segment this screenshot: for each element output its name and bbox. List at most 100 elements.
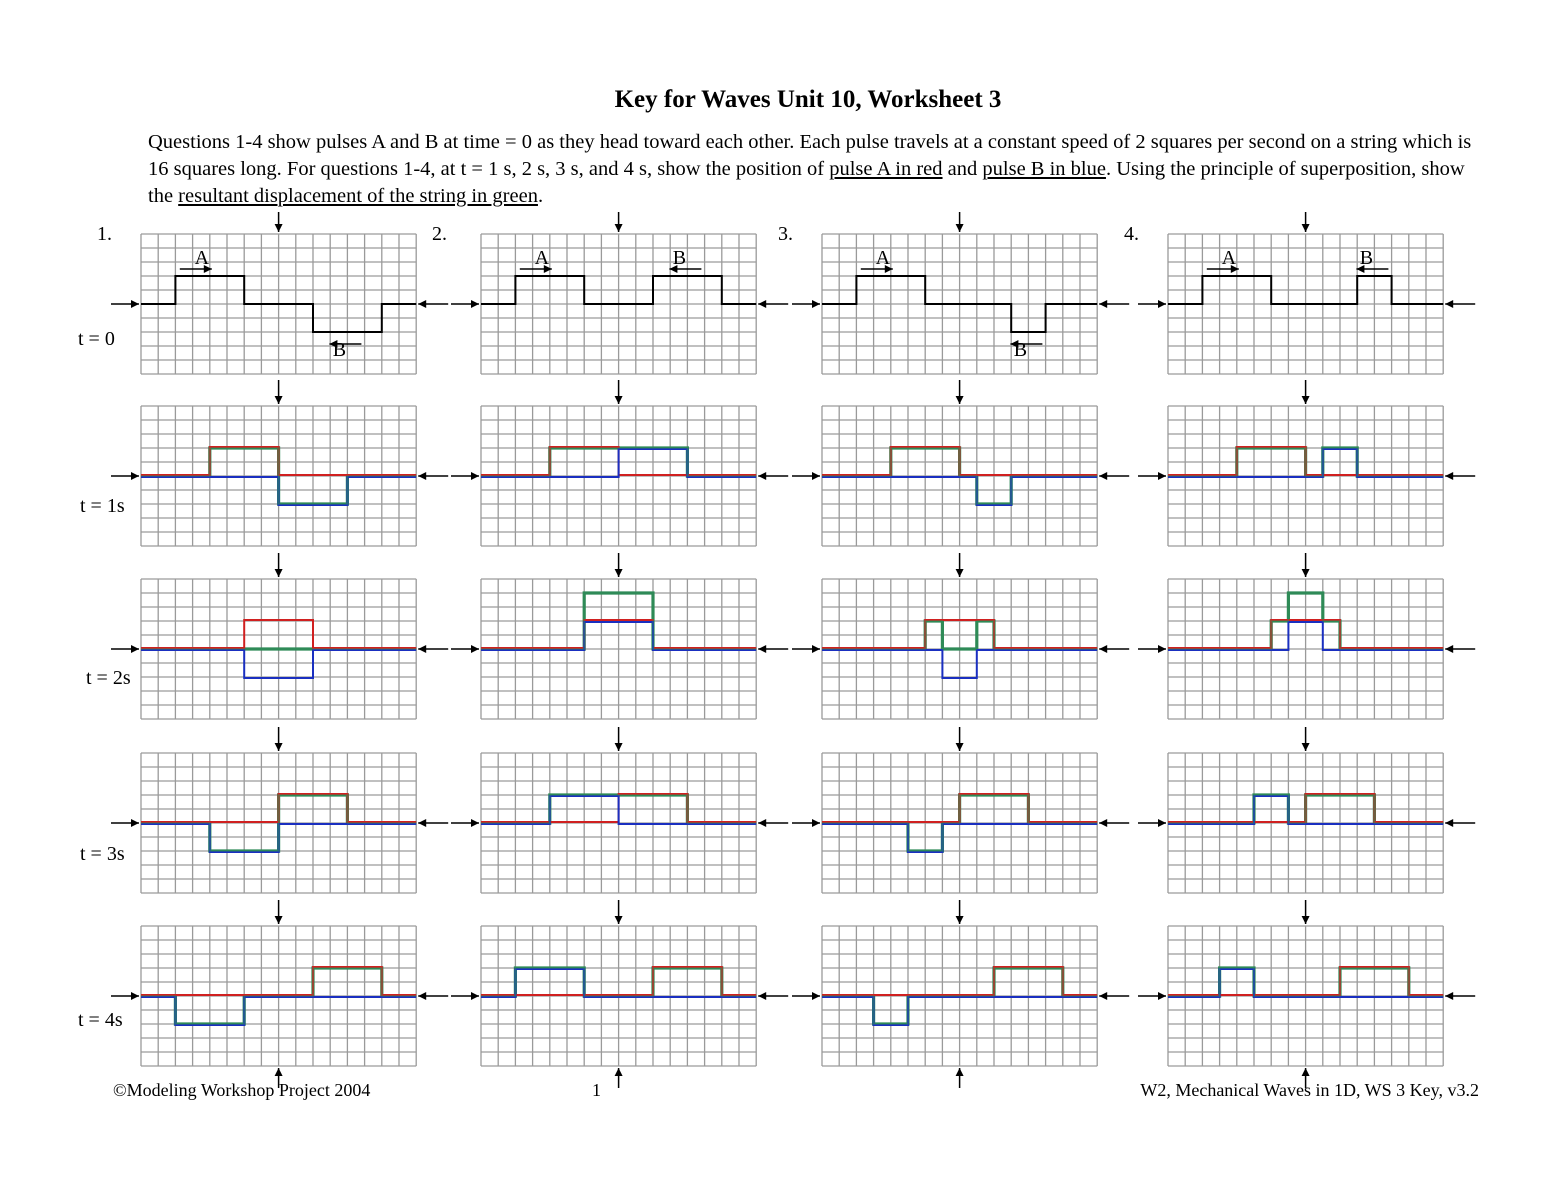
- midpoint-arrow-top-head: [955, 224, 964, 232]
- pulse-b-label: B: [1360, 247, 1373, 269]
- string-end-arrow-right-head: [758, 992, 767, 1000]
- pulse-a-direction-arrow-head: [884, 265, 893, 273]
- pulse-b-direction-arrow-head: [329, 340, 338, 348]
- pulse-b: [141, 476, 417, 506]
- pulse-a-label: A: [876, 247, 891, 269]
- string-end-arrow-right-head: [418, 645, 427, 653]
- instructions-blue: pulse B in blue: [982, 158, 1106, 180]
- pulse-b: [481, 448, 757, 478]
- resultant-overlay: [822, 620, 1098, 650]
- pulse-a: [481, 966, 757, 996]
- string-end-arrow-left-head: [1158, 645, 1166, 653]
- pulse-b: [1168, 795, 1444, 825]
- string-end-arrow-right-head: [1099, 819, 1108, 827]
- string-end-arrow-right-head: [1445, 992, 1454, 1000]
- pulse-b-label: B: [673, 247, 686, 269]
- string-end-arrow-left-head: [1158, 472, 1166, 480]
- midpoint-arrow-head: [274, 569, 283, 577]
- time-label: t = 4s: [78, 1009, 123, 1031]
- string-end-arrow-left-head: [812, 645, 820, 653]
- footer-page-number: 1: [592, 1080, 601, 1100]
- string-end-arrow-left-head: [471, 992, 479, 1000]
- problem-number: 1.: [97, 223, 112, 245]
- midpoint-arrow-bottom-head: [614, 1068, 623, 1076]
- midpoint-arrow-bottom-head: [1301, 1068, 1310, 1076]
- midpoint-arrow-top-head: [274, 224, 283, 232]
- resultant-overlay: [141, 967, 417, 1025]
- pulse-a: [481, 619, 757, 649]
- midpoint-arrow-bottom-head: [955, 1068, 964, 1076]
- initial-string: [1168, 275, 1444, 305]
- resultant-overlay: [481, 794, 757, 824]
- pulse-a-label: A: [535, 247, 550, 269]
- problem-number: 3.: [778, 223, 793, 245]
- string-end-arrow-left-head: [812, 992, 820, 1000]
- string-end-arrow-left-head: [1158, 992, 1166, 1000]
- string-end-arrow-right-head: [1099, 992, 1108, 1000]
- string-end-arrow-right-head: [758, 819, 767, 827]
- string-end-arrow-left-head: [1158, 300, 1166, 308]
- problem-number: 4.: [1124, 223, 1139, 245]
- string-end-arrow-left-head: [812, 472, 820, 480]
- string-end-arrow-left-head: [471, 645, 479, 653]
- pulse-a: [822, 446, 1098, 476]
- pulse-b-direction-arrow-head: [669, 265, 678, 273]
- pulse-a: [141, 966, 417, 996]
- pulse-a-label: A: [195, 247, 210, 269]
- instructions-text: and: [942, 158, 983, 180]
- resultant-overlay: [822, 967, 1098, 1025]
- resultant-overlay: [481, 592, 757, 650]
- problem-number: 2.: [432, 223, 447, 245]
- pulse-a: [822, 619, 1098, 649]
- midpoint-arrow-head: [955, 569, 964, 577]
- string-end-arrow-left-head: [131, 300, 139, 308]
- pulse-a: [481, 446, 757, 476]
- midpoint-arrow-head: [955, 743, 964, 751]
- midpoint-arrow-head: [955, 396, 964, 404]
- pulse-b: [141, 823, 417, 853]
- pulse-b: [481, 795, 757, 825]
- resultant-overlay: [1168, 447, 1444, 477]
- time-label: t = 3s: [80, 843, 125, 865]
- string-end-arrow-left-head: [812, 819, 820, 827]
- pulse-b: [822, 649, 1098, 679]
- resultant-overlay: [141, 447, 417, 505]
- midpoint-arrow-head: [274, 396, 283, 404]
- string-end-arrow-left-head: [131, 992, 139, 1000]
- pulse-a: [141, 446, 417, 476]
- pulse-b: [1168, 968, 1444, 998]
- pulse-a: [481, 793, 757, 823]
- initial-string: [481, 275, 757, 305]
- string-end-arrow-left-head: [812, 300, 820, 308]
- resultant-overlay: [1168, 592, 1444, 650]
- instructions-green: resultant displacement of the string in …: [178, 185, 538, 207]
- resultant-overlay: [481, 447, 757, 477]
- pulse-a: [141, 619, 417, 649]
- string-end-arrow-right-head: [758, 472, 767, 480]
- pulse-a-direction-arrow-head: [543, 265, 552, 273]
- midpoint-arrow-head: [1301, 396, 1310, 404]
- midpoint-arrow-head: [614, 743, 623, 751]
- time-label: t = 0: [78, 328, 115, 350]
- string-end-arrow-right-head: [1445, 645, 1454, 653]
- string-end-arrow-right-head: [1445, 472, 1454, 480]
- resultant-overlay: [822, 447, 1098, 505]
- string-end-arrow-right-head: [1099, 472, 1108, 480]
- resultant-overlay: [481, 967, 757, 997]
- resultant-overlay: [822, 794, 1098, 852]
- string-end-arrow-right-head: [418, 300, 427, 308]
- pulse-b: [141, 996, 417, 1026]
- pulse-a: [1168, 446, 1444, 476]
- string-end-arrow-left-head: [131, 472, 139, 480]
- string-end-arrow-right-head: [418, 472, 427, 480]
- string-end-arrow-right-head: [1445, 300, 1454, 308]
- midpoint-arrow-head: [274, 743, 283, 751]
- page-title: Key for Waves Unit 10, Worksheet 3: [614, 86, 1002, 113]
- string-end-arrow-left-head: [471, 300, 479, 308]
- footer-copyright: ©Modeling Workshop Project 2004: [113, 1080, 371, 1100]
- initial-string: [141, 275, 417, 333]
- instructions-red: pulse A in red: [829, 158, 943, 180]
- string-end-arrow-right-head: [418, 992, 427, 1000]
- instructions-text: . Using the principle of superposition, …: [148, 158, 1465, 207]
